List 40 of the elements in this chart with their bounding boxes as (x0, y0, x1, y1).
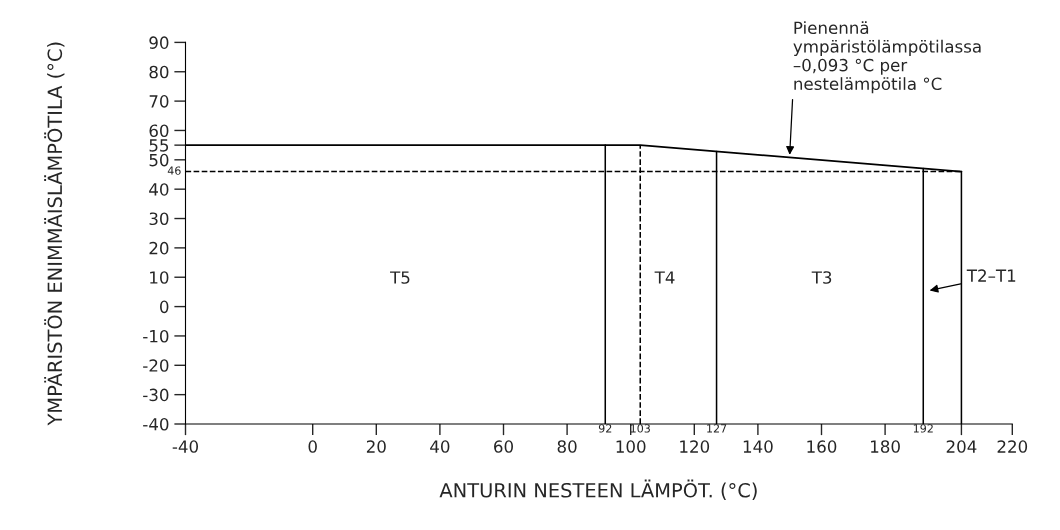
y-tick-label: -10 (143, 329, 169, 343)
ref-line-label: 103 (630, 424, 650, 433)
x-tick-label: 0 (308, 440, 317, 453)
annotation: T2–T1 (966, 269, 1016, 282)
x-tick-label: 40 (430, 440, 450, 453)
x-tick-label: 180 (871, 440, 900, 453)
x-tick-label: 220 (997, 440, 1028, 453)
annotation: T4 (654, 271, 675, 284)
y-tick-label: 55 (149, 139, 169, 152)
y-tick-label: 30 (149, 212, 169, 226)
ref-line-label: 92 (598, 424, 612, 433)
y-tick-label: 80 (149, 65, 169, 79)
x-tick-label: 204 (946, 440, 977, 453)
x-tick-label: 80 (557, 440, 577, 453)
ref-line-label: 192 (913, 424, 933, 433)
y-tick-label: 0 (160, 300, 169, 314)
y-tick-label: 90 (149, 36, 169, 49)
annotation: Pienennä ympäristölämpötilassa –0,093 °C per nestelämpötila °C (793, 21, 981, 94)
ref-line-label: 46 (167, 166, 181, 175)
x-tick-label: 160 (807, 440, 837, 453)
y-tick-label: 50 (149, 153, 169, 167)
y-tick-label: 60 (149, 124, 169, 138)
x-tick-label: 60 (494, 440, 513, 453)
y-tick-label: -30 (143, 388, 169, 402)
y-tick-label: -40 (143, 417, 169, 431)
x-tick-label: 120 (680, 440, 710, 453)
x-tick-label: -40 (172, 440, 198, 453)
y-tick-label: 10 (150, 271, 169, 284)
annotation: T3 (811, 271, 832, 284)
y-tick-label: 70 (149, 95, 169, 108)
y-tick-label: 40 (149, 183, 169, 196)
x-tick-label: 140 (743, 440, 773, 453)
y-tick-label: -20 (143, 359, 169, 372)
x-tick-label: 100 (616, 440, 646, 453)
x-tick-label: 20 (366, 440, 386, 453)
x-axis-title: ANTURIN NESTEEN LÄMPÖT. (°C) (439, 479, 757, 500)
y-axis-title: YMPÄRISTÖN ENIMMÄISLÄMPÖTILA (°C) (44, 42, 65, 426)
y-tick-label: 20 (149, 241, 169, 255)
ref-line-label: 127 (707, 424, 727, 433)
annotation: T5 (390, 271, 410, 284)
